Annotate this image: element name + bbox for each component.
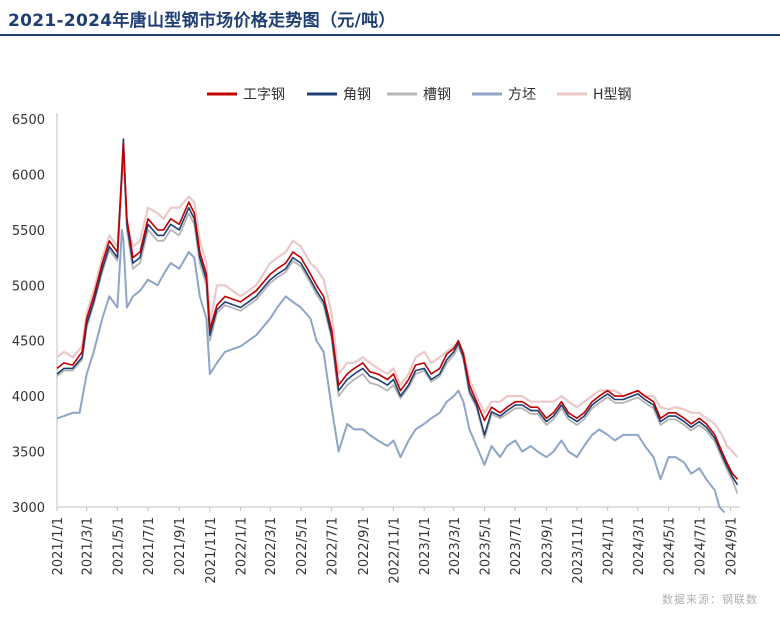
x-tick-label: 2021/9/1 xyxy=(173,517,188,575)
legend-label: 方坯 xyxy=(508,87,536,103)
title-underline xyxy=(0,34,780,36)
x-tick-label: 2023/1/1 xyxy=(418,517,433,575)
x-tick-label: 2022/11/1 xyxy=(387,517,402,584)
legend-label: 角钢 xyxy=(343,87,371,103)
chart-title: 2021-2024年唐山型钢市场价格走势图（元/吨） xyxy=(8,11,396,31)
x-tick-label: 2021/11/1 xyxy=(204,517,219,584)
x-tick-label: 2021/3/1 xyxy=(81,517,96,575)
x-tick-label: 2023/7/1 xyxy=(509,517,524,575)
series-line-H型钢 xyxy=(56,151,739,458)
series-line-角钢 xyxy=(56,138,739,486)
x-tick-label: 2023/9/1 xyxy=(540,517,555,575)
series-line-方坯 xyxy=(56,228,726,514)
legend-label: 工字钢 xyxy=(243,87,285,103)
series-line-槽钢 xyxy=(56,151,739,495)
legend-label: 槽钢 xyxy=(423,87,451,103)
x-tick-label: 2021/5/1 xyxy=(111,517,126,575)
y-tick-label: 3500 xyxy=(12,446,45,461)
x-tick-label: 2021/1/1 xyxy=(51,517,66,575)
y-tick-label: 6000 xyxy=(12,168,45,183)
x-tick-label: 2022/1/1 xyxy=(235,517,250,575)
y-tick-label: 3000 xyxy=(12,501,45,516)
x-tick-label: 2023/11/1 xyxy=(571,517,586,584)
x-tick-label: 2024/7/1 xyxy=(693,517,708,575)
y-axis: 3000 3500 4000 4500 5000 5500 6000 6500 xyxy=(12,113,58,516)
x-tick-label: 2024/5/1 xyxy=(663,517,678,575)
y-tick-label: 6500 xyxy=(12,113,45,128)
x-tick-label: 2022/5/1 xyxy=(295,517,310,575)
y-tick-label: 4000 xyxy=(12,390,45,405)
x-tick-label: 2022/9/1 xyxy=(357,517,372,575)
x-tick-label: 2024/3/1 xyxy=(632,517,647,575)
x-axis: 2021/1/1 2021/3/1 2021/5/1 2021/7/1 2021/9/1… xyxy=(51,506,740,584)
x-tick-label: 2021/7/1 xyxy=(142,517,157,575)
x-tick-label: 2022/3/1 xyxy=(264,517,279,575)
x-tick-label: 2024/9/1 xyxy=(724,517,739,575)
series-line-工字钢 xyxy=(56,142,739,480)
y-tick-label: 4500 xyxy=(12,335,45,350)
x-tick-label: 2023/5/1 xyxy=(479,517,494,575)
y-tick-label: 5000 xyxy=(12,279,45,294)
y-tick-label: 5500 xyxy=(12,224,45,239)
x-tick-label: 2024/1/1 xyxy=(602,517,617,575)
x-tick-label: 2023/3/1 xyxy=(448,517,463,575)
legend-label: H型钢 xyxy=(593,87,632,103)
x-tick-label: 2022/7/1 xyxy=(326,517,341,575)
series-lines xyxy=(56,138,739,514)
legend: 工字钢 角钢 槽钢 方坯 H型钢 xyxy=(207,87,632,103)
data-source-note: 数据来源：钢联数 xyxy=(662,593,758,606)
